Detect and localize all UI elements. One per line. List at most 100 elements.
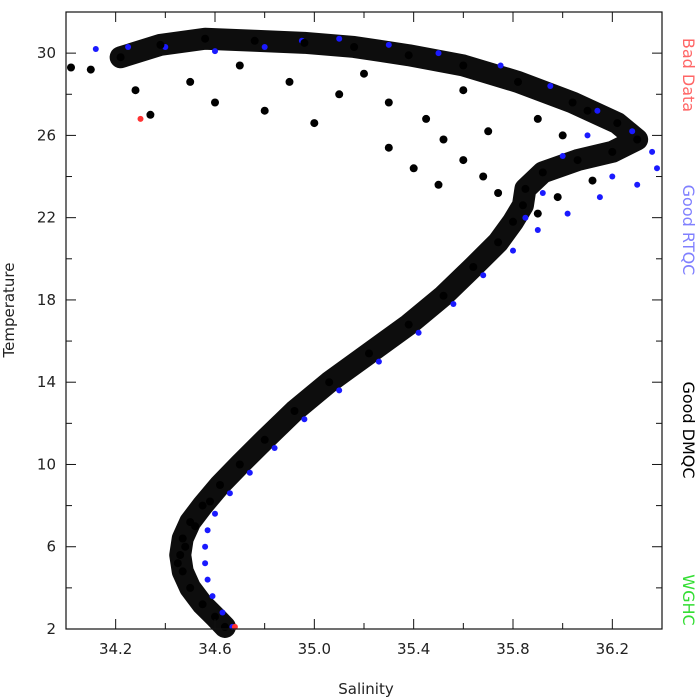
point-layer <box>67 34 660 631</box>
scatter-point-good-rtqc <box>547 83 554 89</box>
scatter-point-good-dmqc <box>116 53 125 62</box>
y-tick-label: 2 <box>46 620 56 638</box>
scatter-point-good-rtqc <box>539 190 546 196</box>
y-axis-title: Temperature <box>0 262 18 358</box>
scatter-point-good-dmqc <box>235 460 244 469</box>
scatter-point-good-dmqc <box>494 238 503 247</box>
scatter-point-good-rtqc <box>534 227 541 233</box>
scatter-point-good-dmqc <box>553 193 562 202</box>
scatter-point-good-dmqc <box>216 481 224 489</box>
scatter-point-good-dmqc <box>633 135 642 144</box>
scatter-point-good-rtqc <box>480 272 487 279</box>
scatter-point-good-rtqc <box>497 62 504 69</box>
x-axis-title: Salinity <box>338 680 394 698</box>
scatter-point-good-dmqc <box>409 164 418 173</box>
scatter-point-good-rtqc <box>450 301 457 307</box>
scatter-point-good-rtqc <box>92 46 99 52</box>
scatter-point-good-dmqc <box>198 600 207 609</box>
scatter-point-good-dmqc <box>178 567 187 576</box>
scatter-point-good-dmqc <box>186 77 195 86</box>
scatter-point-good-dmqc <box>220 622 229 631</box>
scatter-point-good-dmqc <box>156 40 165 49</box>
scatter-point-good-dmqc <box>404 51 413 60</box>
scatter-point-good-dmqc <box>384 98 393 107</box>
scatter-point-good-dmqc <box>558 131 567 140</box>
scatter-point-good-rtqc <box>564 210 571 217</box>
x-tick-label: 35.4 <box>397 640 430 658</box>
y-tick-label: 6 <box>46 538 56 556</box>
scatter-point-good-rtqc <box>204 527 211 534</box>
x-tick-label: 34.2 <box>99 640 132 658</box>
x-tick-label: 36.2 <box>596 640 629 658</box>
scatter-point-good-dmqc <box>178 534 187 543</box>
scatter-point-good-rtqc <box>219 609 226 616</box>
scatter-point-good-rtqc <box>415 329 422 336</box>
scatter-point-good-rtqc <box>125 44 132 50</box>
scatter-point-good-dmqc <box>459 156 468 165</box>
scatter-point-good-rtqc <box>609 173 616 180</box>
x-tick-label: 35.0 <box>298 640 331 658</box>
scatter-point-good-rtqc <box>212 510 218 517</box>
scatter-point-good-rtqc <box>375 358 382 365</box>
scatter-point-good-dmqc <box>146 110 155 119</box>
scatter-point-good-dmqc <box>290 407 299 415</box>
scatter-point-good-dmqc <box>439 291 448 300</box>
scatter-point-good-dmqc <box>521 184 530 193</box>
scatter-point-good-dmqc <box>518 201 527 210</box>
scatter-point-good-dmqc <box>568 98 577 107</box>
scatter-point-good-rtqc <box>202 560 209 567</box>
scatter-point-good-dmqc <box>422 114 431 123</box>
scatter-point-good-rtqc <box>301 416 308 423</box>
scatter-point-good-dmqc <box>86 65 95 74</box>
legend-entry-good-dmqc: Good DMQC <box>679 381 698 478</box>
scatter-point-good-dmqc <box>211 98 219 107</box>
scatter-point-good-dmqc <box>186 583 195 592</box>
scatter-point-good-dmqc <box>588 176 597 185</box>
scatter-point-good-dmqc <box>131 86 140 95</box>
scatter-point-good-dmqc <box>325 378 334 387</box>
scatter-point-good-rtqc <box>634 181 641 188</box>
scatter-point-good-dmqc <box>439 135 448 144</box>
scatter-point-good-dmqc <box>479 172 488 181</box>
scatter-point-good-dmqc <box>514 77 522 86</box>
legend-entry-bad-data: Bad Data <box>679 38 698 112</box>
scatter-point-good-dmqc <box>360 69 368 78</box>
scatter-point-good-rtqc <box>629 128 636 135</box>
scatter-point-good-dmqc <box>459 61 468 70</box>
scatter-point-good-dmqc <box>494 189 503 197</box>
scatter-point-good-rtqc <box>510 247 516 254</box>
legend-entry-wghc: WGHC <box>679 574 698 625</box>
y-tick-label: 30 <box>37 44 56 62</box>
scatter-point-good-dmqc <box>538 168 547 177</box>
scatter-point-good-dmqc <box>434 180 443 189</box>
scatter-point-good-rtqc <box>336 35 343 42</box>
scatter-point-good-rtqc <box>559 153 566 159</box>
scatter-point-good-dmqc <box>583 106 592 115</box>
legend: Bad Data Good RTQC Good DMQC WGHC <box>679 38 698 626</box>
x-tick-label: 34.6 <box>198 640 231 658</box>
scatter-point-good-dmqc <box>181 542 190 551</box>
scatter-point-good-rtqc <box>654 165 660 172</box>
scatter-point-good-rtqc <box>246 469 253 476</box>
scatter-point-good-dmqc <box>176 551 185 559</box>
y-tick-label: 18 <box>37 291 56 309</box>
scatter-point-good-rtqc <box>226 490 233 497</box>
scatter-point-good-rtqc <box>209 593 216 600</box>
scatter-point-good-dmqc <box>198 501 207 510</box>
tick-layer <box>65 11 663 630</box>
scatter-point-good-dmqc <box>211 612 219 621</box>
scatter-point-good-dmqc <box>459 86 468 95</box>
scatter-point-good-rtqc <box>204 576 211 583</box>
scatter-point-good-rtqc <box>212 48 218 55</box>
scatter-point-good-dmqc <box>260 435 269 444</box>
scatter-point-good-rtqc <box>435 50 442 57</box>
scatter-point-good-rtqc <box>522 214 529 221</box>
scatter-point-good-dmqc <box>469 263 478 271</box>
scatter-point-good-dmqc <box>613 119 622 128</box>
scatter-point-good-dmqc <box>608 147 617 156</box>
scatter-point-good-rtqc <box>584 132 591 139</box>
y-tick-label: 22 <box>37 209 56 227</box>
scatter-point-good-dmqc <box>250 36 259 45</box>
scatter-point-good-dmqc <box>573 156 582 165</box>
